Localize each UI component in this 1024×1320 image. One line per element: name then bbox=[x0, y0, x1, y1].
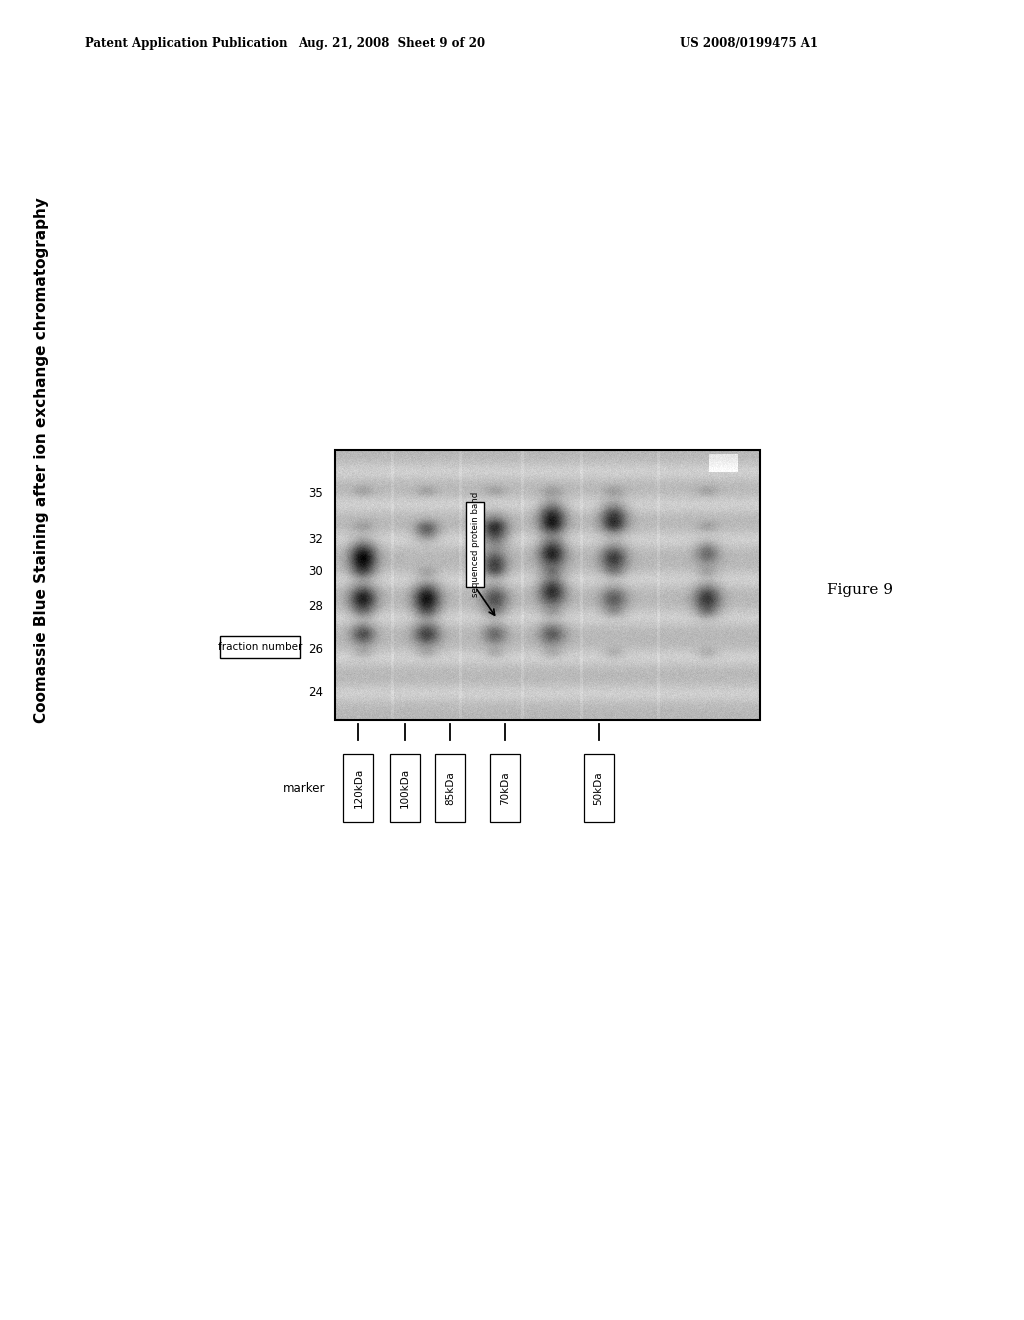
Text: 120kDa: 120kDa bbox=[353, 768, 364, 808]
Text: fraction number: fraction number bbox=[218, 642, 302, 652]
Text: Figure 9: Figure 9 bbox=[827, 583, 893, 597]
Text: Patent Application Publication: Patent Application Publication bbox=[85, 37, 288, 50]
Bar bbox=[584, 754, 613, 822]
Text: 85kDa: 85kDa bbox=[444, 771, 455, 805]
Text: sequenced protein band: sequenced protein band bbox=[471, 492, 480, 597]
Text: US 2008/0199475 A1: US 2008/0199475 A1 bbox=[680, 37, 818, 50]
Bar bbox=[490, 754, 520, 822]
Text: 28: 28 bbox=[308, 601, 323, 612]
Bar bbox=[220, 636, 300, 659]
Text: Aug. 21, 2008  Sheet 9 of 20: Aug. 21, 2008 Sheet 9 of 20 bbox=[298, 37, 485, 50]
Bar bbox=[343, 754, 374, 822]
Text: 24: 24 bbox=[308, 686, 323, 700]
Bar bbox=[390, 754, 420, 822]
Bar bbox=[435, 754, 465, 822]
Text: 50kDa: 50kDa bbox=[594, 771, 603, 805]
Text: marker: marker bbox=[283, 781, 325, 795]
Text: 100kDa: 100kDa bbox=[400, 768, 411, 808]
Text: 70kDa: 70kDa bbox=[500, 771, 510, 805]
Text: 35: 35 bbox=[308, 487, 323, 500]
Text: 32: 32 bbox=[308, 532, 323, 545]
Bar bbox=[335, 450, 760, 719]
Bar bbox=[466, 502, 484, 587]
Text: 26: 26 bbox=[308, 643, 323, 656]
Text: Coomassie Blue Staining after ion exchange chromatography: Coomassie Blue Staining after ion exchan… bbox=[35, 197, 49, 723]
Text: 30: 30 bbox=[308, 565, 323, 578]
